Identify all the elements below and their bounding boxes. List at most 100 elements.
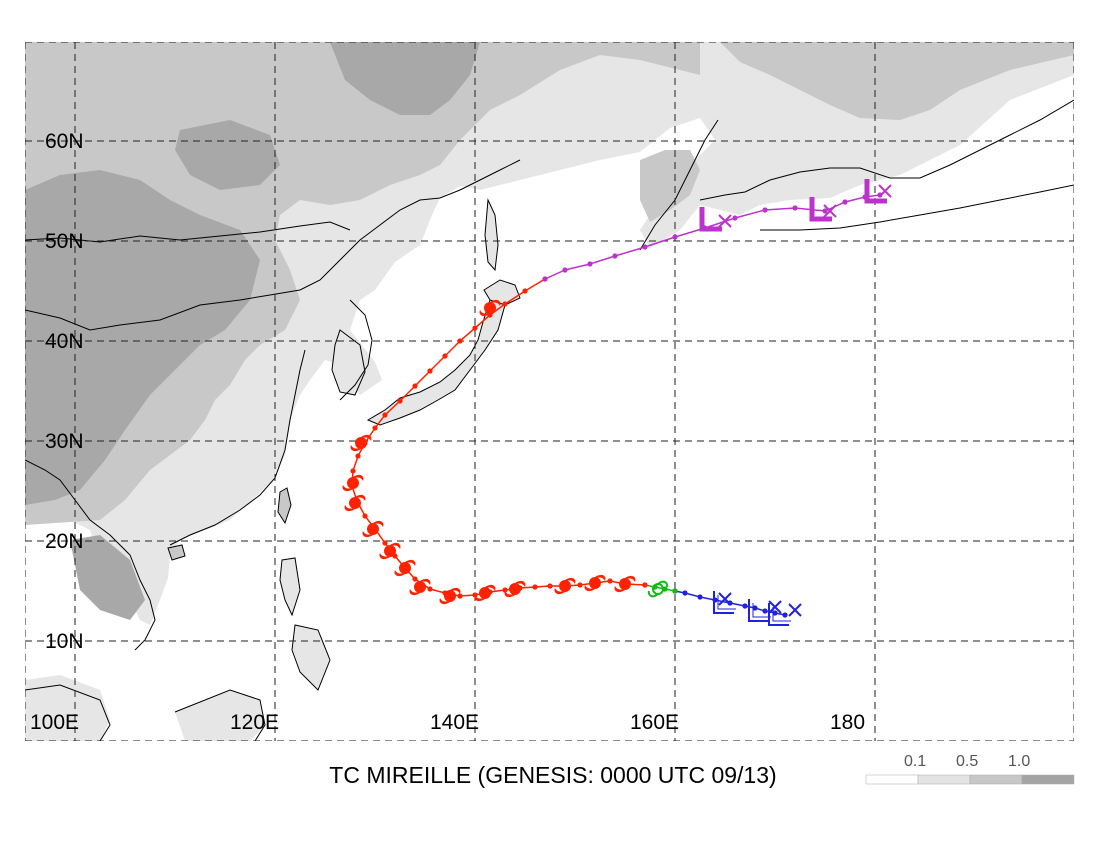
track-point bbox=[772, 610, 778, 616]
track-point bbox=[522, 288, 528, 294]
track-point bbox=[442, 353, 448, 359]
land-dark bbox=[25, 170, 260, 505]
lon-label: 120E bbox=[230, 711, 279, 734]
track-point bbox=[502, 301, 508, 307]
track-point bbox=[457, 593, 463, 599]
track-point bbox=[372, 425, 378, 431]
low-l-icon bbox=[768, 603, 791, 626]
typhoon-icon bbox=[554, 577, 576, 595]
track-point bbox=[762, 608, 768, 614]
typhoon-icon bbox=[379, 542, 401, 560]
track-point bbox=[427, 586, 433, 592]
storm-track bbox=[342, 179, 892, 626]
legend-label: 1.0 bbox=[1008, 753, 1030, 770]
track-point bbox=[382, 412, 388, 418]
track-point bbox=[412, 576, 418, 582]
legend-label: 0.1 bbox=[904, 753, 926, 770]
track-point bbox=[587, 261, 593, 267]
legend-swatch bbox=[969, 774, 1023, 785]
legend-swatch bbox=[865, 774, 919, 785]
track-point bbox=[822, 208, 828, 214]
lon-label: 100E bbox=[30, 711, 79, 734]
lat-label: 20N bbox=[45, 530, 84, 553]
track-point bbox=[577, 582, 583, 588]
lat-label: 10N bbox=[45, 630, 84, 653]
track-point bbox=[472, 325, 478, 331]
track-point bbox=[642, 244, 648, 250]
typhoon-icon bbox=[350, 434, 372, 452]
track-point bbox=[672, 588, 678, 594]
lon-label: 140E bbox=[430, 711, 479, 734]
x-marker-icon bbox=[718, 592, 732, 606]
typhoon-icon bbox=[474, 584, 496, 602]
land-dark-n2 bbox=[175, 120, 280, 190]
track-point bbox=[762, 207, 768, 213]
tropical-storm-icon bbox=[647, 580, 669, 598]
lat-label: 50N bbox=[45, 230, 84, 253]
lat-label: 40N bbox=[45, 330, 84, 353]
track-point bbox=[842, 199, 848, 205]
land-dark-indochina bbox=[70, 535, 145, 620]
low-l-icon bbox=[699, 207, 722, 232]
lon-label: 180 bbox=[830, 711, 865, 734]
x-marker-icon bbox=[788, 603, 802, 617]
track-point bbox=[607, 578, 613, 584]
land-mid-ne bbox=[720, 42, 1074, 120]
track-point bbox=[427, 368, 433, 374]
x-marker-icon bbox=[878, 184, 892, 198]
tropical-storm-track-line bbox=[644, 584, 676, 592]
legend-swatch bbox=[917, 774, 971, 785]
track-point bbox=[682, 590, 688, 596]
x-marker-icon bbox=[718, 214, 732, 228]
track-point bbox=[362, 513, 368, 519]
low-l-icon bbox=[713, 591, 736, 614]
typhoon-icon bbox=[394, 559, 416, 577]
track-point bbox=[382, 540, 388, 546]
track-point bbox=[752, 605, 758, 611]
track-point bbox=[502, 587, 508, 593]
latitude-labels: 60N 50N 40N 30N 20N 10N bbox=[45, 130, 84, 653]
ocean-areas bbox=[178, 190, 1074, 741]
track-point bbox=[732, 215, 738, 221]
philippines-land bbox=[279, 557, 331, 691]
track-point bbox=[612, 253, 618, 259]
typhoon-icon bbox=[344, 494, 366, 512]
typhoon-icon bbox=[614, 575, 636, 593]
legend-label: 0.5 bbox=[956, 753, 978, 770]
land-light-borneo bbox=[175, 690, 265, 741]
low-l-icon bbox=[809, 197, 832, 222]
low-l-icon bbox=[864, 179, 887, 204]
track-point bbox=[350, 468, 356, 474]
typhoon-icon bbox=[342, 474, 364, 492]
x-marker-icon bbox=[768, 600, 782, 614]
track-point bbox=[697, 594, 703, 600]
legend-swatch bbox=[1021, 774, 1075, 785]
track-point bbox=[355, 453, 361, 459]
track-point bbox=[742, 603, 748, 609]
typhoon-icon bbox=[504, 580, 526, 598]
lon-label: 160E bbox=[630, 711, 679, 734]
hainan-land bbox=[167, 544, 186, 561]
track-point bbox=[547, 583, 553, 589]
extratropical-track-line bbox=[544, 194, 881, 280]
track-point bbox=[412, 383, 418, 389]
land-dark-n bbox=[330, 42, 480, 115]
track-point bbox=[792, 205, 798, 211]
track-point bbox=[532, 584, 538, 590]
track-point bbox=[782, 612, 788, 618]
track-point bbox=[457, 338, 463, 344]
elevation-legend: 0.1 0.5 1.0 bbox=[865, 753, 1075, 785]
typhoon-icon bbox=[479, 299, 501, 317]
terrain-shading bbox=[25, 42, 1074, 741]
hokkaido-land bbox=[483, 279, 521, 306]
low-l-icon bbox=[748, 599, 771, 622]
x-marker-icon bbox=[823, 204, 837, 218]
gridlines bbox=[25, 42, 1074, 741]
taiwan-land bbox=[277, 487, 292, 525]
lat-label: 60N bbox=[45, 130, 84, 153]
typhoon-icon bbox=[362, 520, 384, 538]
land-light-sea bbox=[25, 675, 110, 741]
land-mid-kamchatka bbox=[640, 150, 700, 222]
korea-land bbox=[331, 329, 366, 396]
